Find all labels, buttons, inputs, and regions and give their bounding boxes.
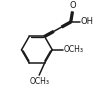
Text: OH: OH xyxy=(81,17,94,26)
Text: OCH₃: OCH₃ xyxy=(29,77,49,86)
Text: OCH₃: OCH₃ xyxy=(64,45,83,54)
Text: O: O xyxy=(69,1,76,10)
